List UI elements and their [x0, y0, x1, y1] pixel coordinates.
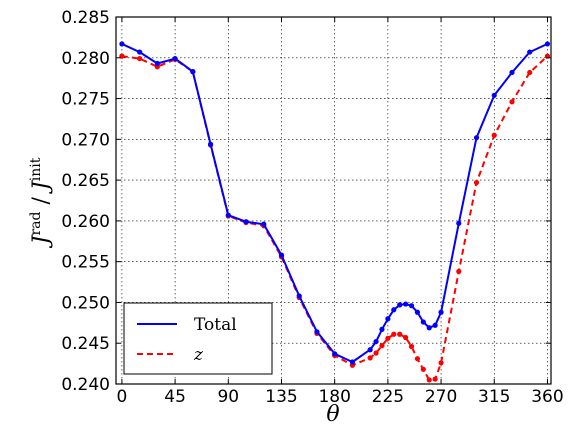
data-point-total: [432, 322, 438, 328]
series-line-z: [121, 55, 549, 381]
data-point-total: [207, 141, 214, 147]
y-tick-label: 0.285: [61, 8, 110, 28]
data-point-total: [225, 212, 231, 218]
data-point-z: [509, 99, 515, 105]
x-tick-label: 45: [164, 387, 186, 407]
data-point-z: [385, 335, 391, 341]
y-tick-label: 0.250: [61, 293, 110, 313]
data-point-total: [544, 41, 551, 47]
x-tick-label: 90: [217, 387, 239, 407]
data-point-total: [332, 351, 338, 357]
x-tick-label: 0: [116, 387, 127, 407]
data-point-total: [397, 302, 403, 308]
data-point-z: [414, 356, 421, 362]
data-point-z: [420, 366, 426, 372]
data-point-z: [426, 377, 432, 383]
data-point-total: [456, 220, 462, 226]
data-point-total: [391, 307, 397, 313]
data-point-total: [243, 219, 249, 225]
data-point-total: [373, 338, 379, 345]
data-point-z: [491, 132, 497, 138]
x-tick-label: 135: [265, 387, 297, 407]
data-point-total: [527, 49, 533, 55]
data-point-z: [397, 331, 403, 337]
y-axis-label-separator: /: [29, 190, 54, 211]
data-point-z: [432, 376, 438, 382]
y-tick-label: 0.270: [61, 130, 110, 150]
data-point-total: [137, 49, 143, 55]
data-point-total: [278, 252, 285, 258]
data-point-z: [527, 69, 533, 76]
data-point-total: [261, 221, 267, 227]
y-tick-label: 0.280: [61, 49, 110, 69]
data-point-total: [379, 326, 385, 332]
data-point-total: [438, 309, 444, 315]
y-tick-label: 0.265: [61, 171, 110, 191]
data-point-z: [391, 331, 397, 337]
data-point-total: [426, 325, 432, 331]
y-axis-label-main-den: J: [29, 180, 54, 194]
data-point-total: [414, 309, 421, 315]
data-point-z: [379, 343, 385, 349]
data-point-z: [473, 179, 480, 186]
data-point-total: [119, 41, 125, 47]
legend: Total z: [123, 302, 273, 375]
axis-ticks: 0 45 90 135 180 225 270 315 360 0.240 0.245 0.250 0.…: [61, 8, 563, 407]
data-point-total: [473, 135, 480, 141]
y-tick-label: 0.245: [61, 334, 110, 354]
y-axis-label-main-num: J: [29, 234, 54, 248]
y-tick-label: 0.260: [61, 212, 110, 232]
data-point-total: [172, 55, 178, 62]
data-point-z: [403, 334, 409, 341]
x-tick-label: 180: [318, 387, 350, 407]
data-point-total: [385, 316, 391, 322]
data-point-z: [137, 55, 143, 62]
data-point-z: [438, 360, 444, 366]
legend-box: [123, 302, 273, 375]
series-total: [119, 41, 551, 365]
data-point-total: [509, 69, 515, 76]
legend-label-total: Total: [194, 315, 237, 335]
data-point-total: [367, 347, 373, 353]
y-tick-label: 0.240: [61, 375, 110, 395]
y-axis-label-sup-den: init: [28, 157, 44, 181]
data-point-total: [420, 319, 426, 325]
data-point-z: [456, 268, 462, 275]
x-tick-label: 360: [531, 387, 563, 407]
plot-frame: [115, 16, 552, 385]
data-point-z: [367, 355, 373, 361]
y-tick-label: 0.255: [61, 253, 110, 273]
x-tick-label: 225: [372, 387, 404, 407]
data-point-total: [349, 359, 356, 365]
data-point-total: [190, 69, 196, 75]
data-point-z: [373, 350, 379, 356]
y-axis-label: Jrad / Jinit: [28, 157, 54, 248]
data-point-total: [296, 293, 302, 299]
x-axis-label: θ: [326, 402, 339, 424]
data-point-total: [491, 92, 497, 98]
y-tick-label: 0.275: [61, 90, 110, 110]
legend-label-z: z: [193, 345, 204, 365]
data-point-total: [314, 329, 320, 335]
data-point-z: [408, 343, 415, 350]
data-point-total: [403, 301, 409, 307]
x-tick-label: 270: [425, 387, 457, 407]
x-tick-label: 315: [478, 387, 510, 407]
y-axis-label-sup-num: rad: [28, 211, 44, 235]
data-point-total: [154, 60, 160, 67]
series-layer: [119, 41, 551, 383]
data-point-total: [408, 303, 415, 309]
